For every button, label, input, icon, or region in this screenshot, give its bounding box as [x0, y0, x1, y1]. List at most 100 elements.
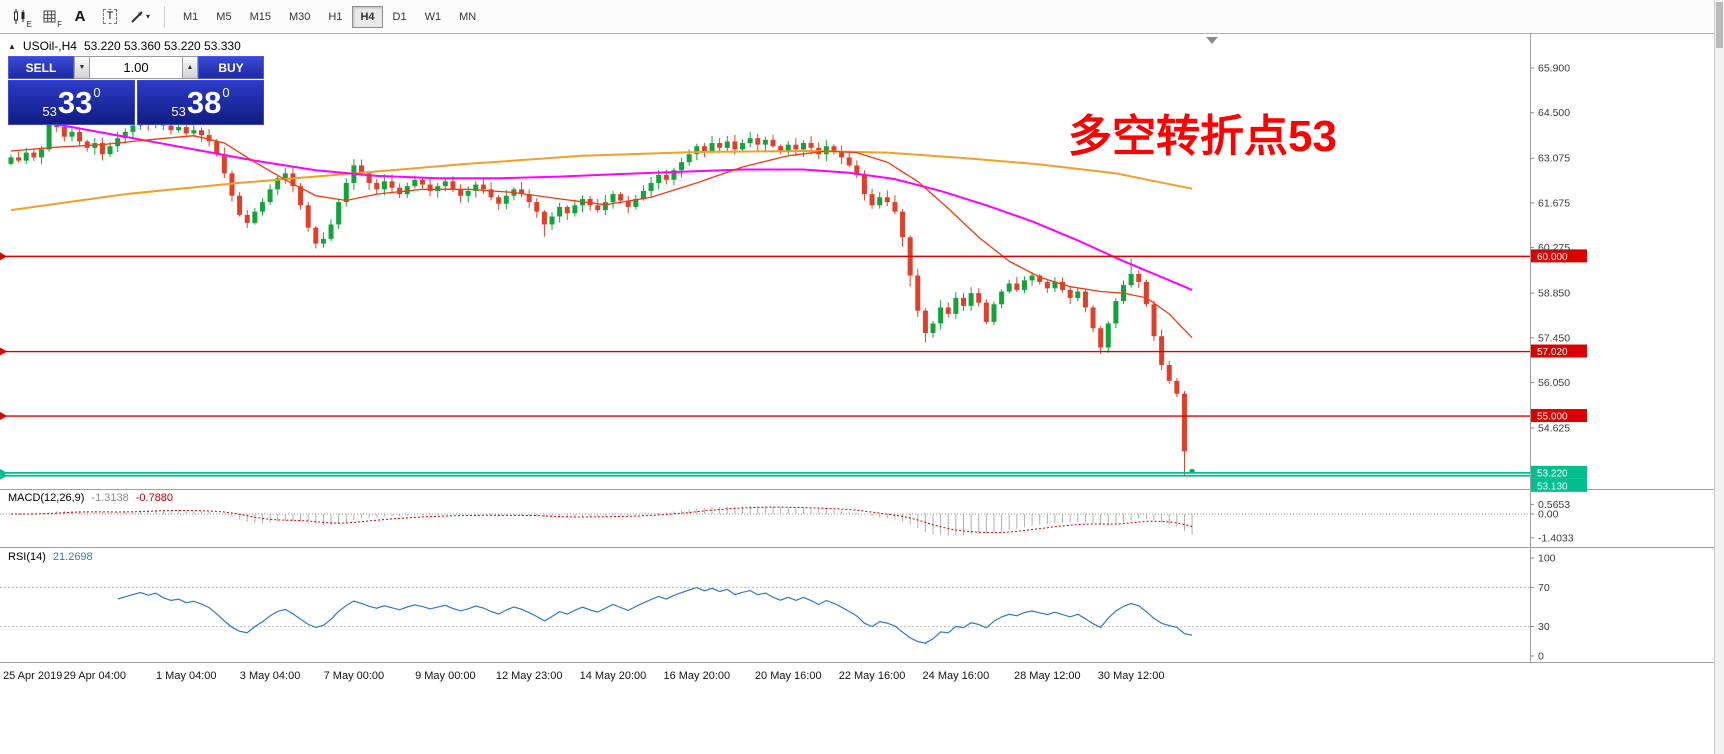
trade-prices-row: 53 33 0 53 38 0	[8, 80, 264, 125]
volume-input[interactable]	[90, 56, 182, 79]
horizontal-lines[interactable]: 60.000 57.020 55.000 53.220 53.130	[0, 249, 1587, 492]
svg-text:16 May 20:00: 16 May 20:00	[663, 670, 730, 682]
mid-ma-line	[10, 116, 1193, 291]
svg-text:53.220: 53.220	[1537, 468, 1568, 479]
panel-frame	[0, 34, 1714, 663]
collapse-icon[interactable]: ▲	[8, 41, 16, 51]
buy-price-button[interactable]: 53 38 0	[137, 80, 264, 125]
svg-text:58.850: 58.850	[1538, 288, 1570, 300]
trade-controls-row: SELL ▼ ▲ BUY	[8, 56, 264, 79]
buy-price-big: 38	[186, 85, 222, 120]
svg-text:64.500: 64.500	[1538, 107, 1570, 119]
trendline-glyph	[131, 10, 143, 23]
timeframe-button-h1[interactable]: H1	[320, 6, 350, 28]
toolbar: E F A T ▾ M1 M5 M15 M30 H1 H4 D1 W1 MN	[0, 0, 1724, 34]
rsi-line	[117, 586, 1193, 644]
svg-text:61.675: 61.675	[1538, 197, 1570, 209]
sell-price-big: 33	[57, 85, 93, 120]
textbox-tool-icon[interactable]: T	[96, 4, 124, 30]
timeframe-button-m5[interactable]: M5	[208, 6, 239, 28]
svg-text:12 May 23:00: 12 May 23:00	[496, 670, 563, 682]
timeframe-button-w1[interactable]: W1	[417, 6, 450, 28]
grid-glyph	[43, 10, 56, 22]
buy-price-sup: 0	[222, 85, 230, 100]
chart-title: ▲ USOil-,H4 53.220 53.360 53.220 53.330	[8, 39, 241, 53]
chart-shift-marker[interactable]	[1206, 37, 1218, 44]
timeframe-button-mn[interactable]: MN	[451, 6, 484, 28]
rsi-name: RSI(14)	[8, 551, 46, 563]
svg-text:55.000: 55.000	[1537, 412, 1568, 423]
timeframe-button-h4[interactable]: H4	[352, 5, 383, 28]
svg-text:60.275: 60.275	[1538, 242, 1570, 254]
svg-text:28 May 12:00: 28 May 12:00	[1014, 670, 1081, 682]
window-scrollbar[interactable]	[1714, 0, 1724, 754]
svg-text:0.5653: 0.5653	[1538, 499, 1570, 511]
svg-text:57.020: 57.020	[1537, 347, 1568, 358]
rsi-value: 21.2698	[52, 551, 93, 563]
timeframe-button-m15[interactable]: M15	[242, 6, 279, 28]
volume-decrease-button[interactable]: ▼	[74, 56, 90, 79]
price-axis[interactable]: 65.900 64.500 63.075 61.675 60.275 58.850 57.4…	[1530, 63, 1570, 435]
macd-signal-value: -0.7880	[135, 492, 174, 504]
sell-button[interactable]: SELL	[8, 56, 74, 79]
text-tool-icon[interactable]: A	[66, 4, 94, 30]
buy-button[interactable]: BUY	[198, 56, 264, 79]
time-axis[interactable]: 25 Apr 2019 29 Apr 04:00 1 May 04:00 3 May …	[3, 670, 1164, 682]
chart-type-icon[interactable]: E	[6, 4, 34, 30]
candles-layer	[8, 110, 1195, 476]
svg-text:7 May 00:00: 7 May 00:00	[324, 670, 385, 682]
svg-text:63.075: 63.075	[1538, 153, 1570, 165]
grid-sub-label: F	[57, 19, 62, 29]
svg-text:22 May 16:00: 22 May 16:00	[839, 670, 906, 682]
macd-signal-line	[11, 506, 1193, 534]
svg-text:9 May 00:00: 9 May 00:00	[415, 670, 476, 682]
text-tool-label: A	[74, 8, 86, 25]
macd-name: MACD(12,26,9)	[8, 492, 85, 504]
svg-text:14 May 20:00: 14 May 20:00	[580, 670, 647, 682]
rsi-panel: 100 70 30 0	[0, 553, 1556, 663]
svg-text:65.900: 65.900	[1538, 63, 1570, 75]
buy-price-prefix: 53	[171, 104, 186, 119]
toolbar-separator	[164, 5, 166, 28]
svg-text:30 May 12:00: 30 May 12:00	[1098, 670, 1165, 682]
svg-text:-1.4033: -1.4033	[1538, 532, 1574, 544]
svg-text:56.050: 56.050	[1538, 377, 1570, 389]
grid-icon[interactable]: F	[36, 4, 64, 30]
textbox-tool-label: T	[102, 9, 118, 24]
svg-text:24 May 16:00: 24 May 16:00	[923, 670, 990, 682]
sell-price-sup: 0	[93, 85, 101, 100]
svg-text:3 May 04:00: 3 May 04:00	[240, 670, 301, 682]
macd-label: MACD(12,26,9) -1.3138 -0.7880	[8, 492, 173, 504]
svg-text:70: 70	[1538, 582, 1550, 594]
rsi-label: RSI(14) 21.2698	[8, 551, 93, 563]
timeframe-button-m1[interactable]: M1	[175, 6, 206, 28]
candlestick-glyph	[13, 9, 24, 24]
svg-text:29 Apr 04:00: 29 Apr 04:00	[64, 670, 126, 682]
svg-text:0: 0	[1538, 651, 1544, 663]
sell-price-button[interactable]: 53 33 0	[8, 80, 135, 125]
moving-averages-layer	[10, 116, 1193, 339]
svg-text:54.625: 54.625	[1538, 423, 1570, 435]
symbol-period-label: USOil-,H4	[22, 39, 77, 53]
macd-main-value: -1.3138	[91, 492, 129, 504]
scrollbar-thumb[interactable]	[1716, 2, 1723, 48]
svg-text:100: 100	[1538, 553, 1556, 565]
drawing-tools-icon[interactable]: ▾	[126, 4, 154, 30]
one-click-trading-panel: SELL ▼ ▲ BUY 53 33 0 53 38 0	[8, 56, 264, 125]
svg-text:60.000: 60.000	[1537, 252, 1568, 263]
chart-annotation-text[interactable]: 多空转折点53	[1068, 112, 1337, 161]
svg-text:0.00: 0.00	[1538, 509, 1559, 521]
svg-text:57.450: 57.450	[1538, 332, 1570, 344]
svg-text:53.130: 53.130	[1537, 481, 1568, 492]
svg-text:1 May 04:00: 1 May 04:00	[156, 670, 217, 682]
volume-increase-button[interactable]: ▲	[182, 56, 198, 79]
slow-ma-line	[10, 149, 1193, 212]
timeframe-group: M1 M5 M15 M30 H1 H4 D1 W1 MN	[175, 5, 484, 28]
fast-ma-line	[10, 135, 1193, 339]
timeframe-button-d1[interactable]: D1	[385, 6, 415, 28]
sell-price-prefix: 53	[42, 104, 57, 119]
chevron-down-icon: ▾	[146, 12, 151, 21]
timeframe-button-m30[interactable]: M30	[281, 6, 318, 28]
